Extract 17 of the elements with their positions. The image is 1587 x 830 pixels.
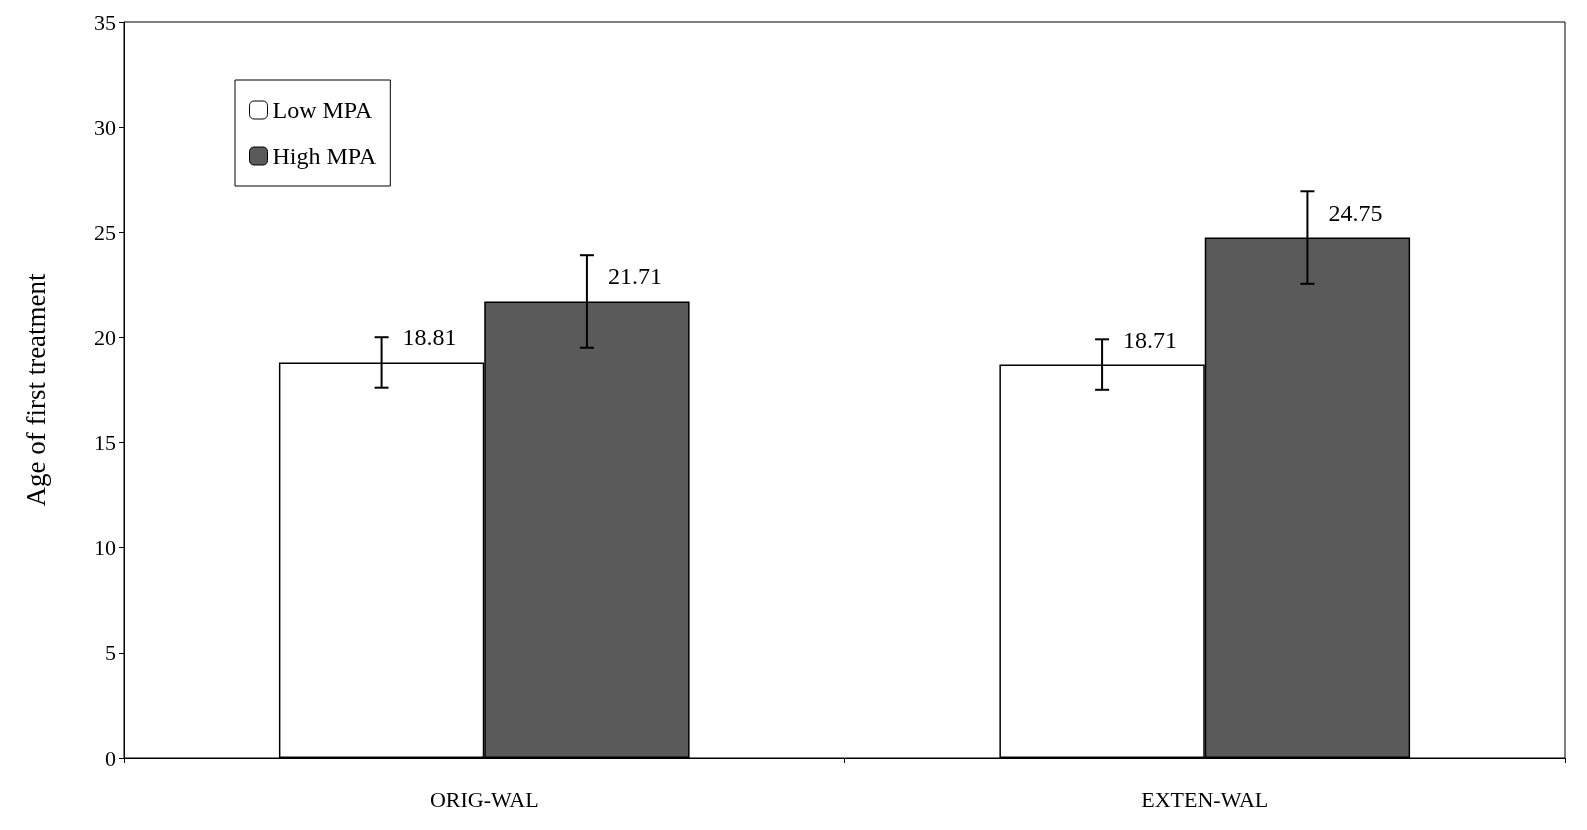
legend-label: Low MPA — [272, 97, 373, 123]
x-tick-label: EXTEN-WAL — [1141, 786, 1269, 812]
legend-label: High MPA — [272, 143, 377, 169]
y-tick-label: 10 — [94, 535, 116, 561]
y-axis-title: Age of first treatment — [20, 272, 51, 507]
x-tick-label: ORIG-WAL — [429, 786, 539, 812]
data-label: 21.71 — [607, 263, 662, 290]
data-label: 24.75 — [1328, 199, 1383, 226]
y-tick-label: 35 — [94, 9, 116, 35]
data-label: 18.71 — [1123, 326, 1178, 353]
y-tick-label: 5 — [105, 640, 116, 666]
y-tick-label: 25 — [94, 219, 116, 245]
y-tick-label: 30 — [94, 114, 116, 140]
y-tick-label: 20 — [94, 324, 116, 350]
data-label: 18.81 — [402, 324, 457, 351]
y-tick-label: 0 — [105, 745, 116, 771]
y-tick-label: 15 — [94, 430, 116, 456]
